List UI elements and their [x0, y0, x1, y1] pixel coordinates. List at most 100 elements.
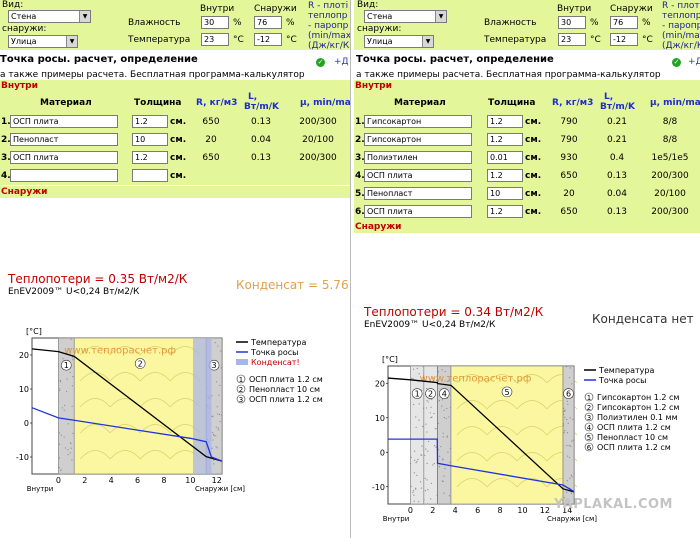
material-input[interactable]: ОСП плита [364, 169, 472, 182]
chart-watermark: www.теплорасчет.рф [64, 345, 176, 356]
humidity-inside-input[interactable]: 30 [558, 16, 586, 29]
texture-dot [212, 432, 213, 433]
unit-label: см. [525, 117, 541, 127]
humidity-outside-input[interactable]: 76 [610, 16, 638, 29]
texture-dot [427, 479, 428, 480]
texture-dot [567, 432, 568, 433]
material-input[interactable]: Гипсокартон [364, 133, 472, 146]
mu-value: 200/300 [648, 171, 692, 181]
texture-dot [444, 410, 445, 411]
density-value: 790 [554, 117, 584, 127]
note-line: (min/max [662, 31, 700, 41]
humidity-outside-input[interactable]: 76 [254, 16, 282, 29]
temperature-inside-input[interactable]: 23 [201, 33, 229, 46]
layer-legend-number: 1 [587, 394, 591, 402]
chevron-down-icon: ▼ [422, 36, 433, 47]
humidity-inside-input[interactable]: 30 [201, 16, 229, 29]
unit-label: см. [525, 207, 541, 217]
right-calculator-panel: Вид: Стена ▼ снаружи: Улица ▼ Внутри Снару… [354, 0, 700, 538]
celsius-unit: °C [642, 35, 653, 45]
texture-dot [418, 501, 419, 502]
texture-dot [412, 378, 413, 379]
thickness-input[interactable]: 1.2 [487, 115, 523, 128]
temperature-label: Температура [128, 35, 190, 45]
texture-dot [427, 451, 428, 452]
texture-dot [569, 445, 570, 446]
texture-dot [435, 447, 436, 448]
conductivity-unit-header: Вт/m/K [600, 102, 635, 112]
layer-legend-number: 3 [587, 414, 591, 422]
layer-number: 5 [504, 388, 509, 397]
material-input[interactable]: Пенопласт [364, 187, 472, 200]
material-input[interactable]: Гипсокартон [364, 115, 472, 128]
outside-select[interactable]: Улица ▼ [364, 35, 434, 48]
page-title: Точка росы. расчет, определение [356, 54, 554, 65]
inside-bar: Внутри [0, 80, 350, 92]
texture-dot [438, 449, 439, 450]
mu-value: 20/100 [296, 135, 340, 145]
texture-dot [414, 501, 415, 502]
add-link[interactable]: +Д [334, 57, 349, 67]
layer-legend-number: 4 [587, 424, 592, 432]
conductivity-value: 0.13 [246, 153, 276, 163]
material-input[interactable] [10, 169, 118, 182]
x-tick-label: 4 [109, 476, 114, 485]
wall-layer [424, 366, 437, 504]
layer-legend-label: ОСП плита 1.2 см [249, 395, 323, 404]
texture-dot [439, 456, 440, 457]
texture-dot [566, 366, 567, 367]
conductivity-header: L, [604, 92, 613, 102]
texture-dot [439, 400, 440, 401]
thickness-input[interactable]: 1.2 [487, 205, 523, 218]
material-input[interactable]: ОСП плита [10, 151, 118, 164]
material-input[interactable]: Пенопласт [10, 133, 118, 146]
temperature-outside-input[interactable]: -12 [254, 33, 282, 46]
condensate-text: Конденсат = 5.76 [236, 278, 349, 292]
density-value: 650 [554, 171, 584, 181]
note-line: R - плоті [308, 1, 350, 11]
material-input[interactable]: Полиэтилен [364, 151, 472, 164]
inside-col-label: Внутри [557, 4, 591, 14]
x-tick-label: 10 [517, 506, 527, 515]
check-icon[interactable]: ✓ [316, 58, 325, 67]
conductivity-value: 0.13 [602, 207, 632, 217]
thickness-input[interactable]: 10 [487, 187, 523, 200]
texture-dot [70, 372, 71, 373]
texture-dot [435, 428, 436, 429]
outside-select[interactable]: Улица ▼ [8, 35, 78, 48]
material-input[interactable]: ОСП плита [10, 115, 118, 128]
texture-dot [215, 342, 216, 343]
celsius-unit: °C [590, 35, 601, 45]
y-tick-label: -10 [16, 453, 29, 462]
temperature-outside-input[interactable]: -12 [610, 33, 638, 46]
thickness-input[interactable]: 0.01 [487, 151, 523, 164]
texture-dot [566, 419, 567, 420]
thickness-input[interactable]: 1.2 [132, 151, 168, 164]
wall-type-select[interactable]: Стена ▼ [8, 10, 91, 23]
texture-dot [72, 356, 73, 357]
texture-dot [446, 418, 447, 419]
mu-value: 1e5/1e5 [648, 153, 692, 163]
texture-dot [420, 481, 421, 482]
texture-dot [217, 346, 218, 347]
texture-dot [423, 499, 424, 500]
thickness-input[interactable]: 10 [132, 133, 168, 146]
texture-dot [213, 463, 214, 464]
thickness-input[interactable]: 1.2 [132, 115, 168, 128]
thickness-input[interactable]: 1.2 [487, 169, 523, 182]
note-line: теплопр [662, 11, 700, 21]
texture-dot [424, 455, 425, 456]
legend-label: Температура [250, 338, 306, 347]
temperature-inside-input[interactable]: 23 [558, 33, 586, 46]
table-row: 4. см. [0, 167, 350, 185]
add-link[interactable]: +Д [688, 57, 700, 67]
check-icon[interactable]: ✓ [672, 58, 681, 67]
thickness-input[interactable] [132, 169, 168, 182]
wall-type-select[interactable]: Стена ▼ [364, 10, 447, 23]
density-value: 650 [196, 117, 226, 127]
texture-dot [437, 492, 438, 493]
mu-value: 20/100 [648, 189, 692, 199]
density-header: R, кг/м3 [196, 98, 237, 108]
material-input[interactable]: ОСП плита [364, 205, 472, 218]
thickness-input[interactable]: 1.2 [487, 133, 523, 146]
